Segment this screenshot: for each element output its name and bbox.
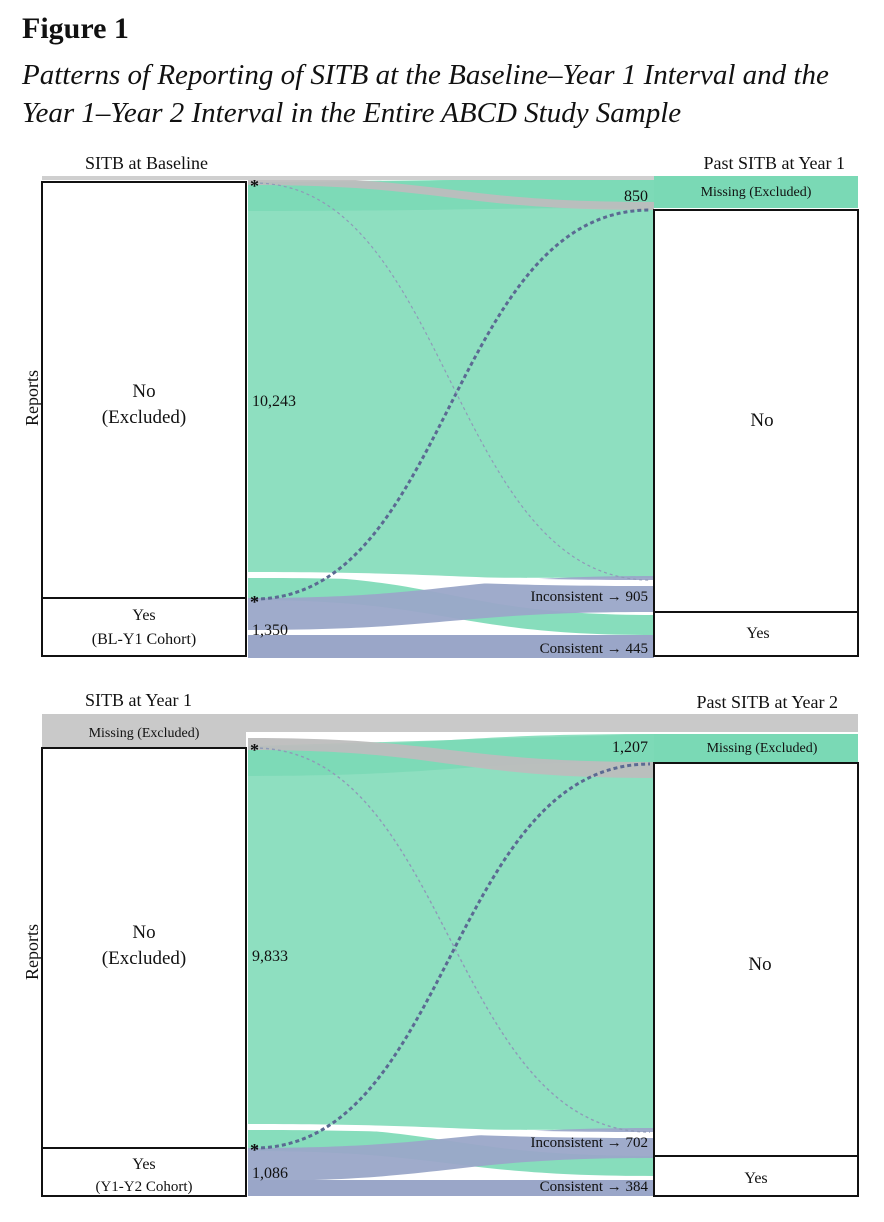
no-count-label: 10,243 [252, 393, 296, 410]
flow-missing-gray [248, 738, 654, 778]
right-axis-label: Past SITB at Year 2 [696, 692, 838, 712]
left-yes-sublabel: (Y1-Y2 Cohort) [95, 1179, 192, 1195]
marker-top: * [250, 176, 259, 196]
flow-gray-top [42, 176, 654, 180]
right-no-label: No [748, 954, 771, 975]
right-axis-label: Past SITB at Year 1 [703, 153, 845, 173]
right-yes-label: Yes [744, 1170, 767, 1187]
yes-count-label: 1,350 [252, 622, 288, 639]
right-yes-label: Yes [746, 625, 769, 642]
figure-title: Patterns of Reporting of SITB at the Bas… [22, 59, 829, 129]
left-yes-sublabel: (BL-Y1 Cohort) [92, 631, 196, 648]
figure-label: Figure 1 [22, 12, 129, 45]
flow-link-up [253, 762, 651, 1150]
left-yes-label: Yes [132, 607, 155, 624]
consistent-label: Consistent → 384 [540, 1179, 649, 1195]
marker-top: * [250, 740, 259, 760]
inconsistent-label: Inconsistent → 905 [531, 589, 649, 605]
flow-white-gap [248, 1124, 654, 1138]
flow-yes-to-yes-consistent [248, 635, 654, 658]
left-no-sublabel: (Excluded) [102, 948, 186, 969]
node-right-no [653, 762, 859, 1157]
node-left-no [41, 181, 247, 599]
flow-yes-to-yes-inconsistent [248, 1128, 654, 1181]
yes-count-label: 1,086 [252, 1165, 288, 1182]
sankey-panel-year1-year2: SITB at Year 1 Past SITB at Year 2 Repor… [22, 690, 859, 1197]
left-missing-label: Missing (Excluded) [89, 726, 200, 741]
flow-missing-gray [248, 177, 654, 210]
left-yes-label: Yes [132, 1156, 155, 1173]
left-no-sublabel: (Excluded) [102, 407, 186, 428]
flow-yes-to-yes-consistent [248, 1180, 654, 1196]
flow-link-down [253, 182, 651, 581]
marker-bottom: * [250, 1140, 259, 1160]
left-no-label: No [132, 381, 155, 402]
missing-count-label: 1,207 [612, 739, 648, 756]
left-axis-label: SITB at Year 1 [85, 690, 192, 710]
node-right-missing [654, 176, 858, 208]
node-right-no [653, 209, 859, 613]
flow-layer [42, 714, 858, 1196]
node-left-no [41, 747, 247, 1149]
node-left-missing [42, 716, 246, 748]
node-right-yes [653, 611, 859, 657]
node-left-yes [41, 597, 247, 657]
consistent-label: Consistent → 445 [540, 641, 648, 657]
node-right-missing [654, 734, 858, 762]
no-count-label: 9,833 [252, 948, 288, 965]
flow-layer [42, 176, 654, 658]
left-axis-label: SITB at Baseline [85, 153, 208, 173]
sankey-panel-baseline-year1: SITB at Baseline Past SITB at Year 1 Rep… [22, 153, 859, 658]
flow-no-to-no [248, 178, 654, 578]
right-missing-label: Missing (Excluded) [707, 741, 818, 756]
inconsistent-label: Inconsistent → 702 [531, 1135, 649, 1151]
node-left-yes [41, 1147, 247, 1197]
marker-bottom: * [250, 592, 259, 612]
right-missing-label: Missing (Excluded) [701, 185, 812, 200]
flow-link-down [253, 747, 651, 1133]
flow-link-up [253, 208, 651, 601]
flow-yes-to-yes-inconsistent [248, 576, 654, 630]
node-right-yes [653, 1155, 859, 1197]
flow-no-to-no [248, 734, 654, 1130]
left-no-label: No [132, 922, 155, 943]
y-axis-label: Reports [22, 370, 42, 426]
missing-count-label: 850 [624, 188, 648, 205]
flow-white-gap [248, 572, 654, 586]
y-axis-label: Reports [22, 924, 42, 980]
right-no-label: No [750, 410, 773, 431]
